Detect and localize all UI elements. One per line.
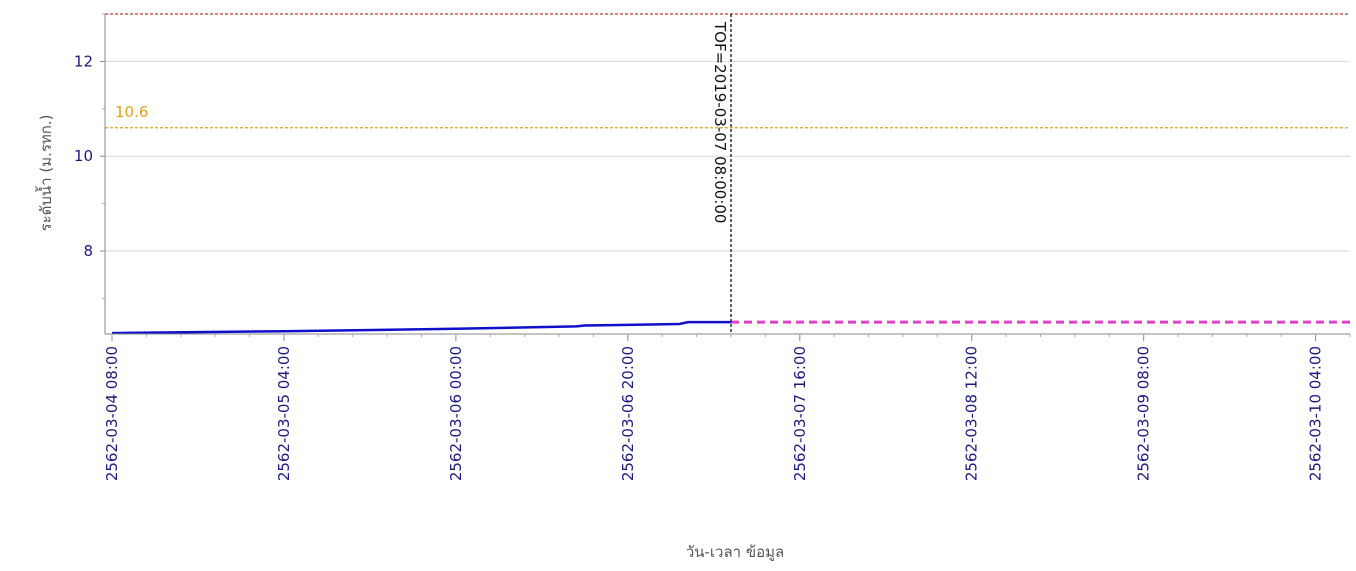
x-tick-label: 2562-03-05 04:00 — [275, 346, 293, 481]
reference-lines: 10.6 — [105, 13, 1350, 129]
tof-marker-label: TOF=2019-03-07 08:00:00 — [711, 21, 729, 223]
y-tick-label: 12 — [74, 52, 93, 70]
x-tick-label: 2562-03-07 16:00 — [791, 346, 809, 481]
reference-line-label: 10.6 — [115, 103, 148, 121]
series-lines — [111, 320, 1350, 335]
x-tick-label: 2562-03-08 12:00 — [963, 346, 981, 481]
x-tick-label: 2562-03-06 00:00 — [447, 346, 465, 481]
x-tick-label: 2562-03-10 04:00 — [1307, 346, 1325, 481]
x-tick-label: 2562-03-09 08:00 — [1135, 346, 1153, 481]
y-tick-label: 10 — [74, 147, 93, 165]
x-tick-label: 2562-03-04 08:00 — [103, 346, 121, 481]
y-tick-label: 8 — [83, 242, 93, 260]
y-axis-title: ระดับน้ำ (ม.รทก.) — [35, 115, 55, 232]
x-tick-label: 2562-03-06 20:00 — [619, 346, 637, 481]
x-axis-title: วัน-เวลา ข้อมูล — [686, 543, 784, 561]
axes: 8 10 12 2562-03-04 08:00 2562-03-05 04:00 256… — [74, 13, 1351, 481]
observed-series-line — [111, 320, 731, 335]
grid-lines — [105, 60, 1350, 252]
tof-marker-group: TOF=2019-03-07 08:00:00 — [711, 14, 732, 334]
